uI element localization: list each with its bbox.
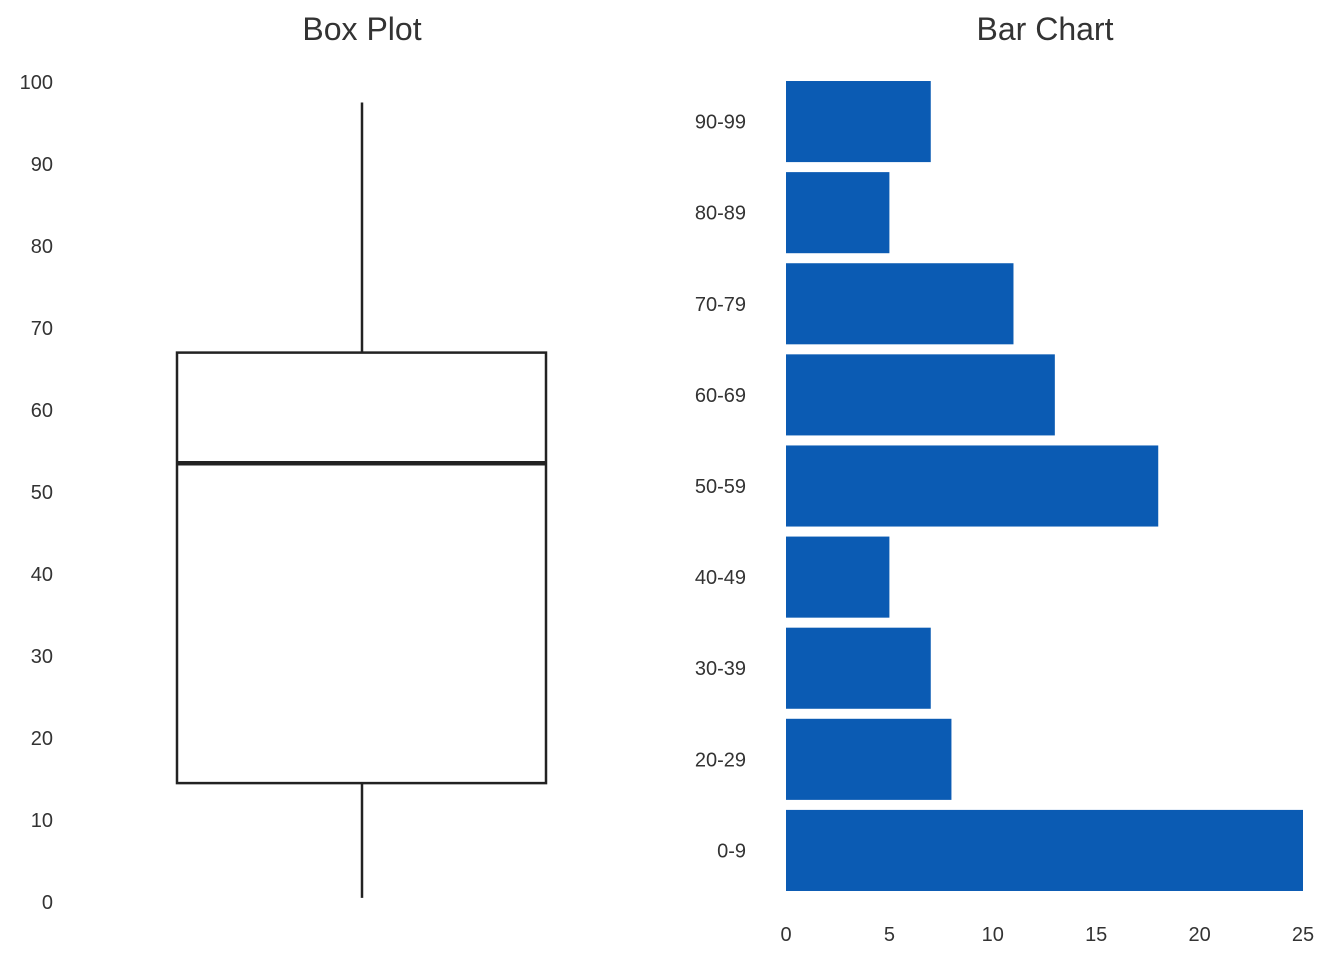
bar-category-label: 80-89: [695, 203, 746, 225]
bar-category-label: 20-29: [695, 749, 746, 771]
box-y-tick-label: 10: [31, 810, 53, 832]
box-plot-y-axis: 0 10 20 30 40 50 60 70 80 90 100: [20, 72, 53, 914]
bar-x-tick-label: 5: [884, 924, 895, 946]
bar-x-tick-label: 20: [1188, 924, 1210, 946]
bar-80-89: [786, 172, 890, 254]
bar-x-tick-label: 25: [1292, 924, 1314, 946]
bar-20-29: [786, 718, 952, 800]
box-y-tick-label: 100: [20, 72, 53, 94]
bar-chart-panel: Bar Chart 0-9 20-29 30-39 40-49 50-59 60-69 70…: [695, 11, 1314, 946]
bar-category-label: 40-49: [695, 567, 746, 589]
bar-70-79: [786, 263, 1014, 345]
bar-x-tick-label: 0: [780, 924, 791, 946]
bar-category-label: 50-59: [695, 476, 746, 498]
bar-category-label: 60-69: [695, 385, 746, 407]
bar-category-label: 90-99: [695, 112, 746, 134]
bar-30-39: [786, 627, 931, 709]
box-plot-panel: Box Plot 0 10 20 30 40 50 60 70 80 90 100: [20, 11, 548, 914]
bar-category-label: 0-9: [717, 840, 746, 862]
bar-category-label: 70-79: [695, 294, 746, 316]
bar-category-label: 30-39: [695, 658, 746, 680]
box-y-tick-label: 20: [31, 728, 53, 750]
box-y-tick-label: 60: [31, 400, 53, 422]
bar-0-9: [786, 809, 1303, 891]
bar-50-59: [786, 445, 1159, 527]
bar-90-99: [786, 81, 931, 163]
bar-60-69: [786, 354, 1055, 436]
bar-x-tick-label: 10: [982, 924, 1004, 946]
box-iqr: [175, 351, 548, 785]
bar-chart-title: Bar Chart: [977, 11, 1114, 47]
bar-chart-x-axis: 0 5 10 15 20 25: [780, 924, 1314, 946]
box-y-tick-label: 40: [31, 564, 53, 586]
box-y-tick-label: 90: [31, 154, 53, 176]
box-y-tick-label: 30: [31, 646, 53, 668]
bar-40-49: [786, 536, 890, 618]
box-y-tick-label: 80: [31, 236, 53, 258]
bar-chart-y-axis: 0-9 20-29 30-39 40-49 50-59 60-69 70-79 80-89 90…: [695, 112, 746, 863]
bar-chart-bars: [786, 81, 1303, 891]
box-y-tick-label: 70: [31, 318, 53, 340]
box-plot-title: Box Plot: [302, 11, 421, 47]
box-y-tick-label: 50: [31, 482, 53, 504]
bar-x-tick-label: 15: [1085, 924, 1107, 946]
box-y-tick-label: 0: [42, 892, 53, 914]
